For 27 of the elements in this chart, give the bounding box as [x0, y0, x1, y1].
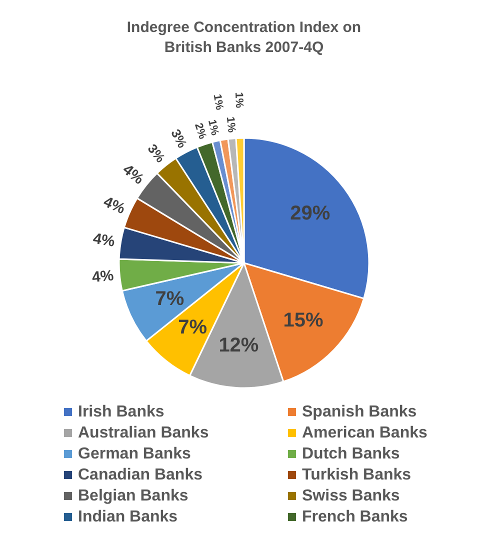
- legend-label: French Banks: [302, 508, 408, 526]
- legend-label: Australian Banks: [78, 424, 209, 442]
- data-label: 4%: [91, 267, 114, 286]
- data-label: 3%: [168, 126, 190, 151]
- legend-label: Irish Banks: [78, 404, 164, 420]
- data-label: 3%: [144, 141, 168, 166]
- data-label: 1%: [210, 93, 226, 112]
- chart-title: Indegree Concentration Index on British Banks 2007-4Q: [126, 19, 362, 56]
- legend-label: Swiss Banks: [302, 488, 400, 504]
- data-label: 4%: [92, 230, 116, 250]
- legend-label: Canadian Banks: [78, 466, 203, 484]
- data-label: 12%: [218, 334, 259, 356]
- legend-label: Belgian Banks: [78, 488, 188, 504]
- legend-label: German Banks: [78, 446, 192, 462]
- data-label: 7%: [178, 316, 208, 338]
- data-label: 1%: [224, 116, 238, 134]
- legend-label: Turkish Banks: [302, 466, 412, 484]
- legend-label: Indian Banks: [78, 508, 178, 526]
- data-label: 7%: [155, 288, 184, 310]
- data-label: 4%: [100, 193, 128, 218]
- legend-label: Dutch Banks: [302, 446, 400, 462]
- legend-label: Spanish Banks: [302, 404, 417, 420]
- legend-label: American Banks: [302, 424, 428, 442]
- data-label: 4%: [119, 161, 147, 188]
- data-label: 15%: [283, 309, 324, 332]
- data-label: 1%: [232, 92, 246, 108]
- data-label: 29%: [290, 202, 330, 225]
